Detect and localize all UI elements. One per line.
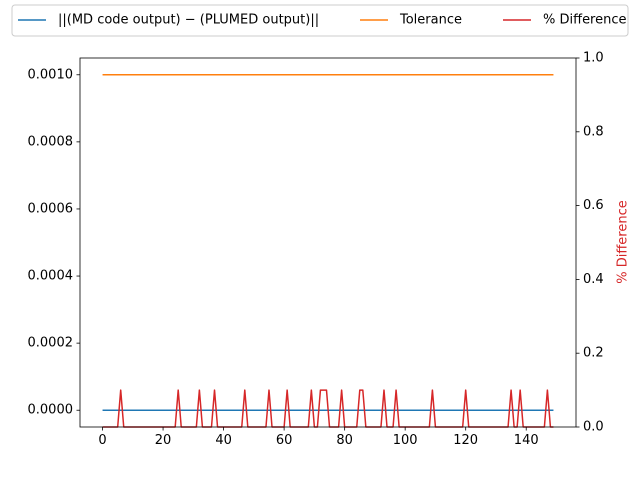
y-right-tick-label: 1.0	[583, 51, 604, 66]
x-tick-label: 40	[215, 433, 232, 448]
x-tick-label: 100	[393, 433, 418, 448]
y-left-tick-label: 0.0008	[28, 134, 74, 149]
y-axis-left-ticks: 0.0000 0.0002 0.0004 0.0006 0.0008 0.0010	[28, 67, 80, 418]
plot-area	[80, 58, 576, 427]
y-left-tick-label: 0.0002	[28, 336, 74, 351]
x-tick-label: 140	[514, 433, 539, 448]
y-left-tick-label: 0.0006	[28, 201, 74, 216]
y-left-tick-label: 0.0010	[28, 67, 74, 82]
y-left-tick-label: 0.0004	[28, 269, 74, 284]
x-tick-label: 60	[276, 433, 293, 448]
legend-label: ||(MD code output) − (PLUMED output)||	[58, 13, 319, 28]
x-tick-label: 80	[336, 433, 353, 448]
x-tick-label: 0	[98, 433, 106, 448]
y-axis-right-label: % Difference	[616, 200, 631, 284]
y-right-tick-label: 0.8	[583, 124, 604, 139]
legend-frame	[11, 4, 629, 37]
y-right-tick-label: 0.4	[583, 272, 604, 287]
x-tick-label: 20	[155, 433, 172, 448]
legend-label: Tolerance	[399, 13, 462, 28]
x-tick-label: 120	[453, 433, 478, 448]
y-right-tick-label: 0.0	[583, 420, 604, 435]
legend: ||(MD code output) − (PLUMED output)|| To…	[11, 4, 629, 37]
x-axis-ticks: 0 20 40 60 80 100 120 140	[98, 427, 539, 448]
y-right-tick-label: 0.2	[583, 346, 604, 361]
y-left-tick-label: 0.0000	[28, 403, 74, 418]
y-right-tick-label: 0.6	[583, 198, 604, 213]
plot-frame	[79, 57, 577, 428]
legend-label: % Difference	[543, 13, 627, 28]
axes-layer	[79, 57, 577, 428]
y-axis-right-ticks: 0.0 0.2 0.4 0.6 0.8 1.0	[576, 51, 604, 435]
